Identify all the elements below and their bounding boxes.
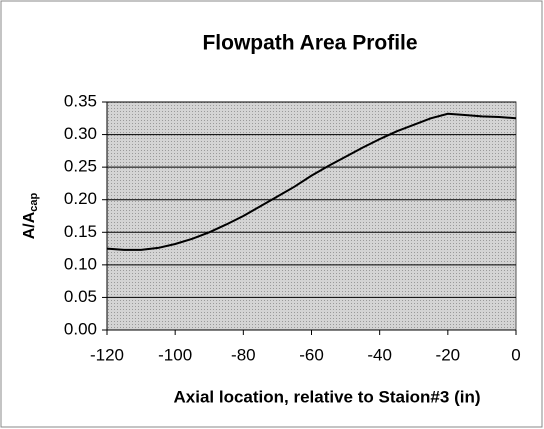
data-line — [106, 112, 517, 251]
y-tick-label: 0.15 — [64, 222, 97, 241]
x-tick-label: -100 — [158, 345, 192, 364]
y-tick-label: 0.10 — [64, 254, 97, 273]
y-tick-label: 0.20 — [64, 189, 97, 208]
y-tick-label: 0.25 — [64, 157, 97, 176]
x-tick-label: -60 — [299, 345, 324, 364]
plot-area — [106, 101, 517, 331]
x-tick-label: 0 — [511, 345, 520, 364]
chart-title: Flowpath Area Profile — [202, 32, 417, 55]
y-tick-label: 0.05 — [64, 287, 97, 306]
x-tick-label: -20 — [436, 345, 461, 364]
x-tick-label: -40 — [367, 345, 392, 364]
y-tick-label: 0.00 — [64, 319, 97, 338]
y-axis-label-main: A/A — [21, 211, 38, 239]
x-tick-label: -80 — [231, 345, 256, 364]
x-tick-label: -120 — [90, 345, 124, 364]
x-axis-label: Axial location, relative to Staion#3 (in… — [173, 387, 480, 406]
y-axis-label: A/Acap — [21, 192, 40, 239]
y-tick-label: 0.35 — [64, 91, 97, 110]
y-axis-label-sub: cap — [28, 192, 40, 211]
y-tick-label: 0.30 — [64, 124, 97, 143]
